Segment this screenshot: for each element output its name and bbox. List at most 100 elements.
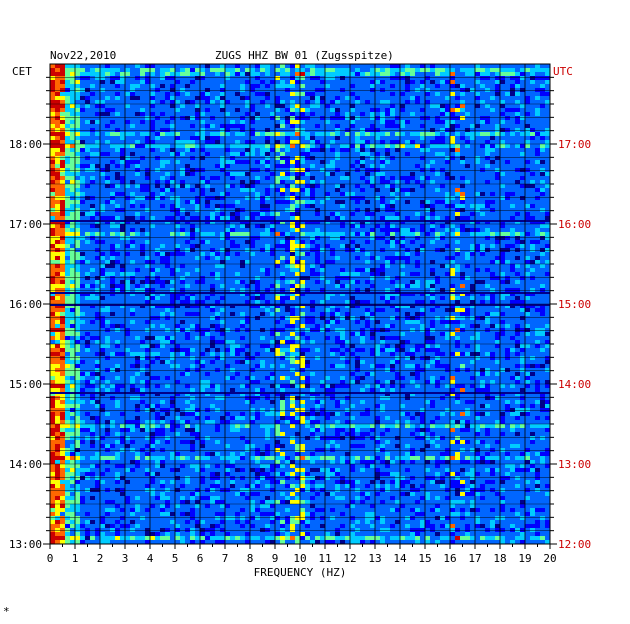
heatmap-cell: [350, 216, 356, 221]
heatmap-cell: [195, 216, 201, 221]
heatmap-cell: [380, 164, 386, 169]
heatmap-cell: [130, 236, 136, 241]
heatmap-cell: [95, 100, 101, 105]
heatmap-cell: [210, 108, 216, 113]
heatmap-cell: [350, 140, 356, 145]
heatmap-cell: [175, 236, 181, 241]
heatmap-cell: [175, 228, 181, 233]
heatmap-cell: [125, 188, 131, 193]
heatmap-cell: [535, 252, 541, 257]
heatmap-cell: [95, 128, 101, 133]
heatmap-cell: [60, 192, 66, 197]
heatmap-cell: [195, 248, 201, 253]
heatmap-cell: [420, 152, 426, 157]
heatmap-cell: [315, 176, 321, 181]
heatmap-cell: [130, 152, 136, 157]
heatmap-cell: [220, 200, 226, 205]
heatmap-cell: [345, 256, 351, 261]
heatmap-cell: [130, 232, 136, 237]
heatmap-cell: [185, 160, 191, 165]
heatmap-cell: [310, 228, 316, 233]
heatmap-cell: [315, 192, 321, 197]
heatmap-cell: [70, 188, 76, 193]
heatmap-cell: [255, 96, 261, 101]
heatmap-cell: [100, 96, 106, 101]
heatmap-cell: [125, 172, 131, 177]
heatmap-cell: [450, 84, 456, 89]
heatmap-cell: [145, 68, 151, 73]
heatmap-cell: [175, 80, 181, 85]
heatmap-cell: [305, 212, 311, 217]
heatmap-cell: [210, 224, 216, 229]
heatmap-cell: [435, 220, 441, 225]
heatmap-cell: [85, 184, 91, 189]
heatmap-cell: [100, 124, 106, 129]
heatmap-cell: [160, 208, 166, 213]
heatmap-cell: [295, 128, 301, 133]
heatmap-cell: [525, 256, 531, 261]
heatmap-cell: [250, 192, 256, 197]
heatmap-cell: [385, 188, 391, 193]
heatmap-cell: [475, 172, 481, 177]
heatmap-cell: [60, 236, 66, 241]
heatmap-cell: [215, 128, 221, 133]
heatmap-cell: [205, 112, 211, 117]
heatmap-cell: [395, 148, 401, 153]
heatmap-cell: [465, 88, 471, 93]
heatmap-cell: [175, 68, 181, 73]
heatmap-cell: [145, 252, 151, 257]
heatmap-cell: [480, 160, 486, 165]
heatmap-cell: [440, 120, 446, 125]
heatmap-cell: [260, 192, 266, 197]
heatmap-cell: [515, 236, 521, 241]
heatmap-cell: [50, 220, 56, 225]
heatmap-cell: [455, 88, 461, 93]
heatmap-cell: [335, 152, 341, 157]
heatmap-cell: [490, 216, 496, 221]
heatmap-cell: [360, 112, 366, 117]
heatmap-cell: [310, 116, 316, 121]
heatmap-cell: [535, 196, 541, 201]
heatmap-cell: [160, 200, 166, 205]
heatmap-cell: [240, 188, 246, 193]
heatmap-cell: [325, 208, 331, 213]
heatmap-cell: [360, 104, 366, 109]
heatmap-cell: [510, 228, 516, 233]
heatmap-cell: [435, 192, 441, 197]
heatmap-cell: [495, 132, 501, 137]
heatmap-cell: [380, 132, 386, 137]
heatmap-cell: [190, 100, 196, 105]
heatmap-cell: [185, 164, 191, 169]
heatmap-cell: [175, 224, 181, 229]
heatmap-cell: [200, 200, 206, 205]
heatmap-cell: [190, 68, 196, 73]
heatmap-cell: [200, 204, 206, 209]
heatmap-cell: [260, 84, 266, 89]
heatmap-cell: [325, 156, 331, 161]
heatmap-cell: [320, 252, 326, 257]
heatmap-cell: [465, 196, 471, 201]
heatmap-cell: [75, 184, 81, 189]
heatmap-cell: [515, 204, 521, 209]
heatmap-cell: [110, 144, 116, 149]
heatmap-cell: [340, 236, 346, 241]
heatmap-cell: [215, 76, 221, 81]
heatmap-cell: [455, 64, 461, 69]
heatmap-cell: [350, 124, 356, 129]
heatmap-cell: [460, 160, 466, 165]
heatmap-cell: [275, 204, 281, 209]
heatmap-cell: [110, 208, 116, 213]
heatmap-cell: [185, 120, 191, 125]
heatmap-cell: [195, 228, 201, 233]
heatmap-cell: [435, 144, 441, 149]
heatmap-cell: [140, 240, 146, 245]
heatmap-cell: [150, 192, 156, 197]
heatmap-cell: [310, 88, 316, 93]
heatmap-cell: [475, 140, 481, 145]
heatmap-cell: [95, 212, 101, 217]
heatmap-cell: [290, 220, 296, 225]
heatmap-cell: [410, 204, 416, 209]
heatmap-cell: [480, 192, 486, 197]
heatmap-cell: [90, 72, 96, 77]
heatmap-cell: [495, 260, 501, 265]
